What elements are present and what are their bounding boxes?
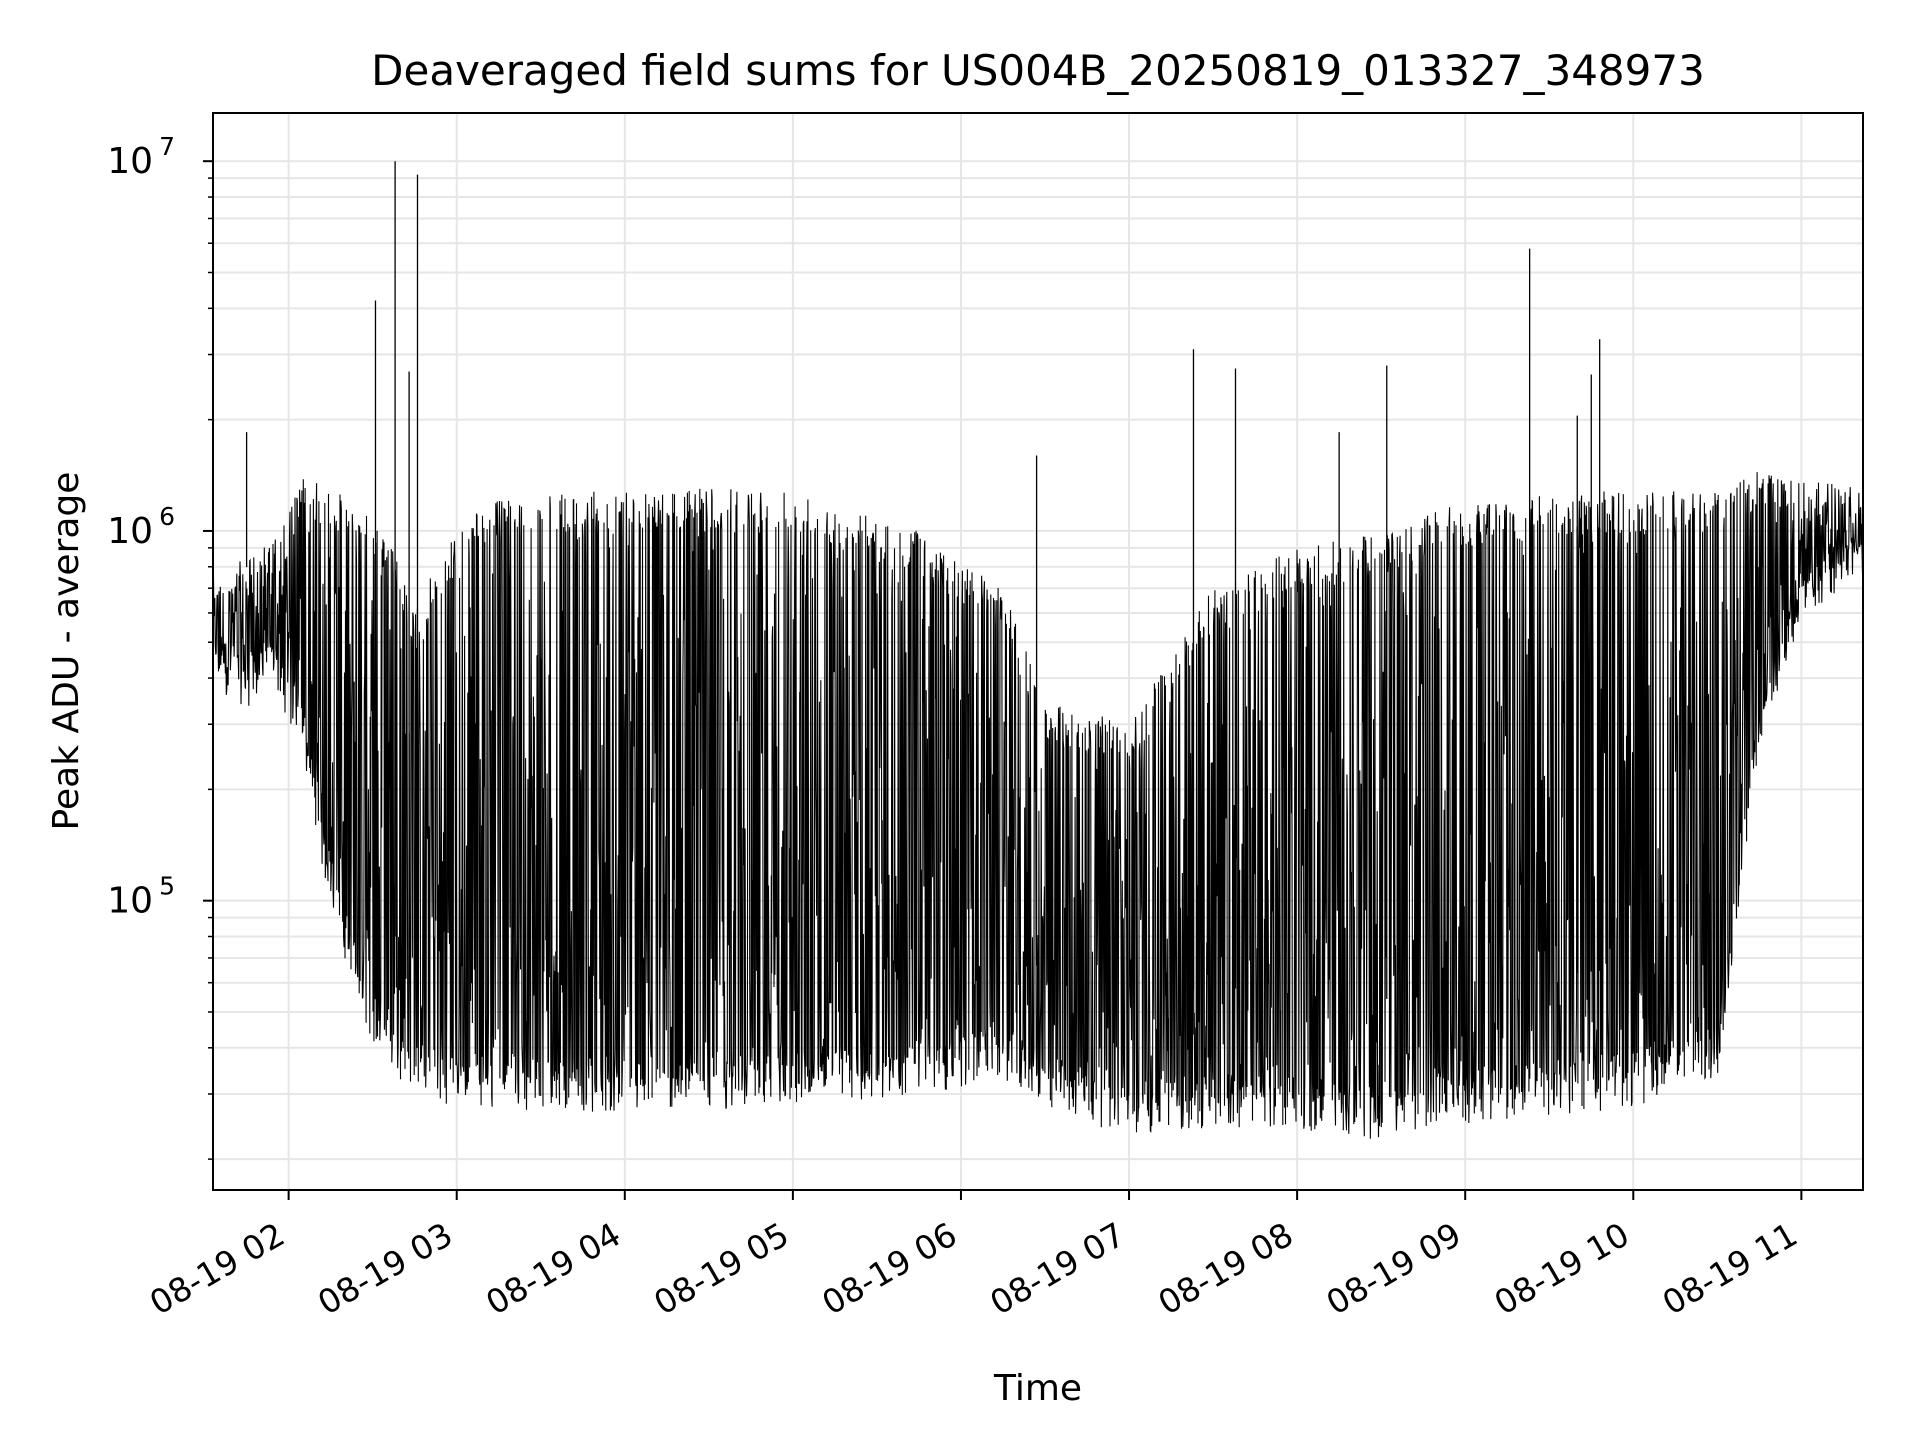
y-tick-label: 10 — [107, 511, 153, 552]
y-tick-exponent: 7 — [159, 132, 175, 161]
y-tick-label: 10 — [107, 141, 153, 182]
series-line — [213, 161, 1863, 1139]
x-axis-label: Time — [993, 1368, 1082, 1409]
y-tick-exponent: 5 — [159, 872, 175, 901]
plot-frame — [212, 112, 1864, 1191]
series-path — [213, 472, 1863, 1139]
y-tick-exponent: 6 — [159, 502, 175, 531]
y-tick-label: 10 — [107, 881, 153, 922]
chart-title: Deaveraged field sums for US004B_2025081… — [371, 46, 1705, 95]
y-axis-label: Peak ADU - average — [46, 472, 87, 831]
